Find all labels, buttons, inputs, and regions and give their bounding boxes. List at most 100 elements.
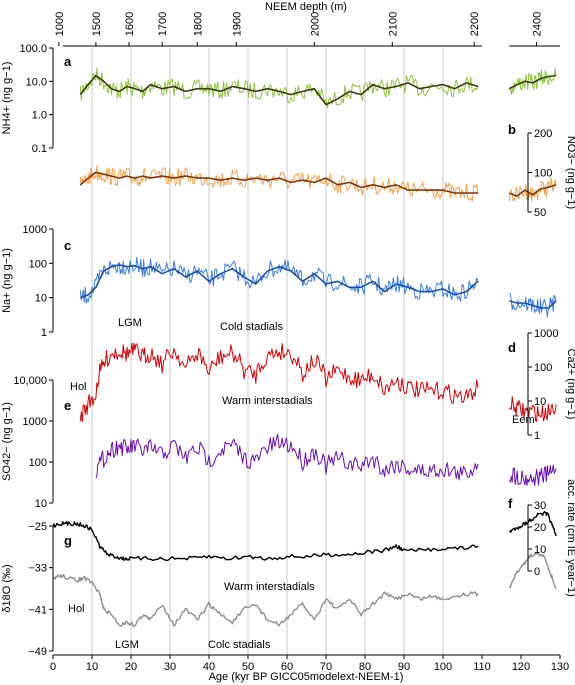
panel-c [79, 257, 557, 318]
smoothed-line-a-1 [508, 74, 557, 90]
y-tick-label-b: 200 [534, 128, 552, 140]
annotation: Warm interstadials [224, 581, 315, 593]
series-line-g-1 [508, 551, 557, 589]
labels-layer: 1000 1500 1600 1700 1800 1900 2000 2100 2200 2400… [1, 12, 575, 673]
series-line-d-1 [508, 396, 557, 422]
bottom-axis-title: Age (kyr BP GICC05modelext-NEEM-1) [209, 671, 404, 683]
bottom-tick-label: 70 [320, 661, 332, 673]
y-tick-label-d: 10 [534, 396, 546, 408]
smoothed-line-b-0 [79, 171, 479, 194]
y-axis-label-e: SO42− (ng g−1) [1, 402, 13, 481]
series-line-e-0 [95, 433, 479, 481]
bottom-tick-label: 100 [434, 661, 452, 673]
y-tick-label-g: −49 [28, 646, 47, 658]
top-tick-label: 2100 [387, 12, 399, 36]
series-line-e-1 [508, 464, 557, 486]
top-tick-label: 1700 [157, 12, 169, 36]
top-tick-label: 2000 [309, 12, 321, 36]
bottom-tick-label: 90 [398, 661, 410, 673]
y-tick-label-c: 1 [41, 327, 47, 339]
top-tick-label: 2400 [532, 12, 544, 36]
series-line-f-0 [52, 520, 479, 562]
panel-g [52, 551, 557, 628]
y-tick-label-f: 10 [534, 544, 546, 556]
y-tick-label-f: 30 [534, 500, 546, 512]
annotation: Colc stadials [208, 639, 271, 651]
y-tick-label-e: 10,000 [13, 375, 47, 387]
annotation: Cold stadials [220, 321, 283, 333]
top-tick-label: 1900 [231, 12, 243, 36]
series-line-b-0 [79, 164, 479, 202]
panel-f [52, 511, 557, 562]
bottom-tick-label: 30 [164, 661, 176, 673]
top-tick-label: 1600 [124, 12, 136, 36]
annotation: LGM [118, 317, 142, 329]
panel-d [79, 342, 557, 423]
y-tick-label-f: 20 [534, 522, 546, 534]
bottom-tick-label: 110 [473, 661, 491, 673]
series-line-a-0 [79, 67, 479, 109]
y-tick-label-g: −41 [28, 604, 47, 616]
panel-letter-e: e [64, 398, 71, 413]
series-line-a-1 [508, 67, 557, 95]
panel-letter-d: d [508, 340, 516, 355]
panel-e [95, 433, 557, 486]
annotation: Hol [68, 603, 85, 615]
smoothed-line-c-1 [509, 300, 557, 309]
y-tick-label-g: −33 [28, 563, 47, 575]
top-tick-label: 1000 [54, 12, 66, 36]
y-axis-label-b: NO3− (ng g−1) [565, 136, 575, 209]
series-layer [52, 67, 557, 628]
panel-letter-a: a [64, 54, 72, 69]
y-axis-label-g: δ18O (‰) [1, 564, 13, 612]
bottom-tick-label: 130 [551, 661, 569, 673]
y-tick-label-e: 1000 [23, 416, 47, 428]
top-tick-label: 1500 [91, 12, 103, 36]
annotation: Hol [70, 381, 87, 393]
bottom-tick-label: 80 [359, 661, 371, 673]
top-tick-label: 2200 [469, 12, 481, 36]
y-tick-label-c: 1000 [23, 224, 47, 236]
smoothed-line-c-0 [80, 264, 479, 299]
top-axis-title: NEEM depth (m) [265, 1, 347, 13]
y-tick-label-e: 100 [29, 457, 47, 469]
series-line-b-1 [508, 177, 557, 202]
y-tick-label-a: 100.0 [19, 43, 47, 55]
y-tick-label-b: 50 [534, 207, 546, 219]
panel-letter-b: b [508, 122, 516, 137]
y-axis-label-d: Ca2+ (ng g−1) [565, 349, 575, 420]
y-tick-label-a: 0.1 [32, 143, 47, 155]
y-axis-label-f: acc. rate (cm IE year−1) [565, 479, 575, 597]
bottom-tick-label: 60 [281, 661, 293, 673]
series-line-c-1 [509, 293, 557, 318]
y-tick-label-g: −25 [28, 521, 47, 533]
y-tick-label-c: 10 [35, 293, 47, 305]
bottom-tick-label: 0 [50, 661, 56, 673]
smoothed-line-b-1 [509, 184, 557, 197]
series-line-c-0 [79, 257, 479, 304]
y-tick-label-d: 1000 [534, 328, 558, 340]
series-line-g-0 [52, 574, 479, 628]
series-line-f-1 [509, 511, 557, 537]
y-tick-label-a: 10.0 [26, 76, 47, 88]
y-tick-label-f: 0 [534, 566, 540, 578]
annotation: LGM [115, 639, 139, 651]
y-tick-label-a: 1.0 [32, 110, 47, 122]
top-tick-label: 1800 [192, 12, 204, 36]
panel-a [79, 67, 557, 109]
y-axis-label-c: Na+ (ng g−1) [1, 248, 13, 313]
smoothed-line-a-0 [79, 74, 479, 106]
panel-letter-f: f [508, 496, 513, 511]
panel-letter-c: c [64, 238, 71, 253]
annotation: Eem [512, 414, 535, 426]
y-axis-label-a: NH4+ (ng g−1) [1, 62, 13, 135]
y-tick-label-d: 1 [534, 430, 540, 442]
y-tick-label-b: 100 [534, 168, 552, 180]
bottom-tick-label: 20 [125, 661, 137, 673]
annotation: Warm interstadials [222, 395, 313, 407]
bottom-tick-label: 120 [512, 661, 530, 673]
bottom-tick-label: 40 [203, 661, 215, 673]
bottom-tick-label: 50 [242, 661, 254, 673]
series-line-d-0 [79, 342, 479, 423]
